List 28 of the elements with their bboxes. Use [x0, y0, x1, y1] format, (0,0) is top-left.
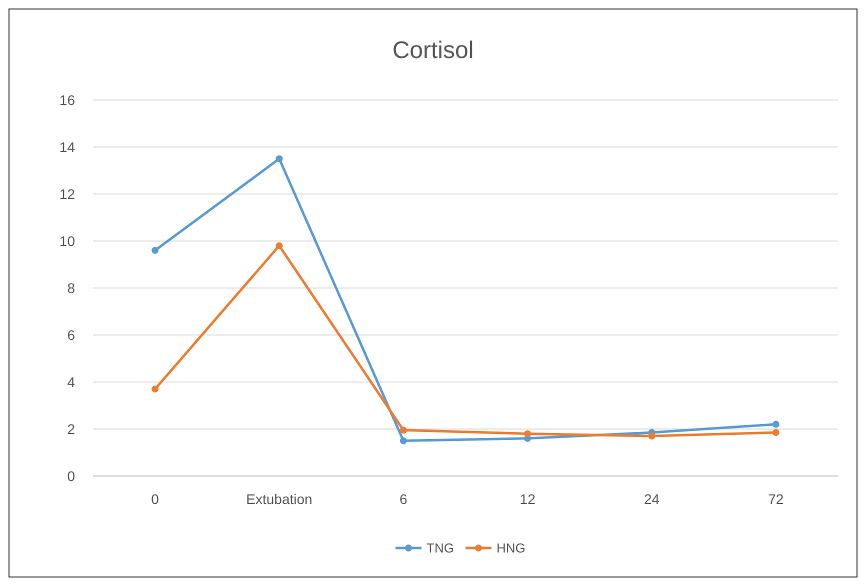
y-tick-label: 4	[67, 374, 76, 390]
x-tick-label: Extubation	[246, 491, 312, 507]
point	[772, 420, 780, 428]
point	[276, 155, 283, 162]
x-tick-label: 12	[520, 491, 536, 507]
y-tick-label: 14	[59, 138, 76, 155]
y-tick-label: 10	[59, 232, 76, 249]
point	[524, 430, 532, 438]
x-tick-label: 0	[151, 491, 160, 507]
point	[648, 432, 656, 440]
legend-label: HNG	[496, 540, 526, 556]
y-tick-label: 6	[67, 326, 76, 343]
x-tick-label: 72	[768, 491, 784, 507]
y-tick-label: 8	[67, 280, 76, 296]
point	[400, 437, 407, 444]
y-tick-label: 12	[59, 186, 76, 202]
y-tick-label: 2	[67, 420, 76, 437]
point	[400, 426, 407, 434]
legend-label: TNG	[426, 540, 454, 556]
y-tick-label: 0	[67, 468, 76, 484]
x-tick-label: 24	[644, 491, 660, 507]
chart-title: Cortisol	[392, 37, 474, 64]
y-tick-label: 16	[59, 92, 76, 108]
x-tick-label: 6	[400, 491, 408, 507]
point	[152, 246, 159, 254]
point	[276, 242, 283, 250]
point	[152, 386, 159, 393]
point	[772, 429, 780, 436]
